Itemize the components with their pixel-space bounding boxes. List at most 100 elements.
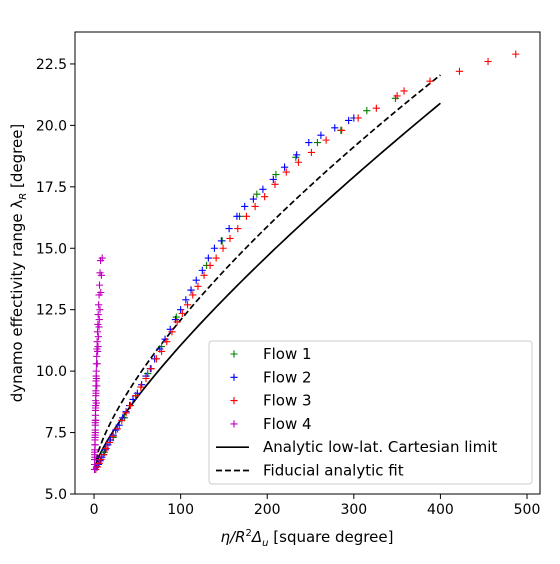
data-point-flow-2 (112, 426, 120, 434)
data-point-flow-1 (253, 190, 261, 198)
plot-frame (74, 31, 541, 495)
data-point-flow-2 (331, 124, 339, 132)
data-point-flow-2 (210, 244, 219, 252)
legend-label: Flow 1 (263, 345, 312, 363)
y-tick-label: 15.0 (36, 241, 67, 257)
x-tick-label: 500 (514, 502, 541, 518)
data-point-flow-4 (91, 428, 99, 437)
data-point-flow-2 (182, 296, 190, 304)
data-point-flow-1 (313, 138, 322, 147)
data-point-flow-1 (272, 170, 280, 179)
data-point-flow-4 (94, 333, 102, 341)
data-point-flow-4 (93, 352, 101, 360)
data-point-flow-3 (137, 383, 145, 391)
data-point-flow-4 (92, 374, 101, 383)
data-point-flow-2 (101, 446, 109, 454)
data-point-flow-4 (91, 441, 99, 449)
data-point-flow-3 (261, 193, 269, 201)
data-point-flow-4 (95, 315, 103, 324)
data-point-flow-4 (92, 367, 100, 375)
data-point-flow-4 (98, 254, 106, 262)
data-point-flow-3 (142, 374, 150, 383)
data-point-flow-4 (97, 288, 105, 297)
data-point-flow-3 (178, 309, 186, 317)
data-point-flow-4 (93, 338, 101, 346)
y-tick-label: 22.5 (36, 57, 67, 73)
data-point-flow-4 (93, 382, 101, 390)
data-point-flow-3 (484, 57, 492, 66)
data-point-flow-3 (282, 168, 290, 176)
data-point-flow-3 (126, 401, 135, 410)
legend-marker (230, 350, 238, 358)
data-point-flow-3 (426, 77, 434, 85)
data-point-flow-4 (94, 311, 102, 319)
data-point-flow-3 (194, 282, 202, 290)
legend-marker (230, 373, 238, 381)
data-point-flow-2 (293, 151, 301, 159)
data-point-flow-3 (109, 432, 117, 440)
data-point-flow-3 (147, 365, 155, 373)
data-point-flow-2 (187, 286, 195, 294)
legend-label: Flow 2 (263, 368, 312, 386)
y-axis-label: dynamo effectivity range λR [degree] (8, 124, 29, 403)
data-point-flow-2 (305, 138, 313, 147)
data-point-flow-4 (95, 301, 103, 309)
y-axis: 5.0 7.5 10.0 12.5 15.0 17.5 20.0 22.5 (36, 57, 75, 503)
data-point-flow-3 (200, 271, 208, 279)
legend-marker (230, 397, 238, 405)
y-tick-label: 10.0 (36, 364, 67, 380)
data-point-flow-3 (97, 455, 105, 464)
data-point-flow-4 (95, 323, 103, 331)
data-point-flow-3 (271, 180, 279, 188)
data-point-flow-3 (122, 409, 130, 417)
data-point-flow-2 (233, 212, 241, 220)
data-point-flow-3 (393, 92, 401, 100)
data-point-flow-3 (152, 355, 160, 363)
data-point-flow-3 (338, 126, 346, 134)
data-point-flow-2 (217, 237, 225, 245)
x-tick-label: 100 (167, 502, 194, 518)
data-point-flow-4 (92, 389, 100, 397)
data-point-flow-3 (183, 301, 192, 309)
x-tick-label: 200 (254, 502, 281, 518)
legend-box (208, 340, 533, 485)
data-point-flow-2 (345, 116, 353, 125)
y-tick-label: 12.5 (36, 303, 67, 319)
data-point-flow-4 (93, 360, 101, 368)
legend-label: Flow 4 (263, 415, 312, 433)
data-point-flow-3 (168, 328, 176, 336)
data-point-flow-4 (92, 404, 100, 412)
analytic-curve-2 (93, 74, 441, 470)
data-point-flow-3 (400, 87, 408, 95)
x-tick-label: 400 (427, 502, 454, 518)
data-point-flow-2 (269, 175, 277, 184)
data-point-flow-3 (307, 148, 315, 157)
legend-marker (230, 420, 238, 428)
data-point-flow-3 (354, 114, 362, 122)
x-tick-label: 300 (340, 502, 367, 518)
y-tick-label: 17.5 (36, 180, 67, 196)
data-point-flow-3 (157, 347, 166, 356)
data-point-flow-3 (95, 459, 103, 467)
data-point-flow-4 (91, 453, 99, 461)
data-point-flow-4 (92, 399, 100, 407)
data-point-flow-3 (512, 50, 520, 58)
data-point-flow-3 (173, 318, 181, 326)
x-axis-label: η/R2Δu [square degree] (221, 528, 394, 549)
legend: Flow 1 Flow 2 Flow 3 Flow 4 Analytic low-lat… (208, 340, 533, 485)
data-point-flow-3 (322, 136, 330, 144)
y-tick-label: 5.0 (45, 487, 67, 503)
y-tick-label: 7.5 (45, 426, 67, 442)
data-point-flow-4 (94, 347, 102, 356)
data-point-flow-3 (113, 425, 122, 433)
data-point-flow-3 (294, 158, 303, 166)
data-point-flow-2 (115, 421, 123, 429)
data-point-flow-2 (249, 195, 257, 203)
data-point-flow-3 (251, 202, 259, 211)
y-tick-label: 20.0 (36, 118, 67, 134)
legend-label: Flow 3 (263, 392, 312, 410)
x-tick-label: 0 (90, 502, 99, 518)
data-point-flow-3 (163, 338, 171, 346)
